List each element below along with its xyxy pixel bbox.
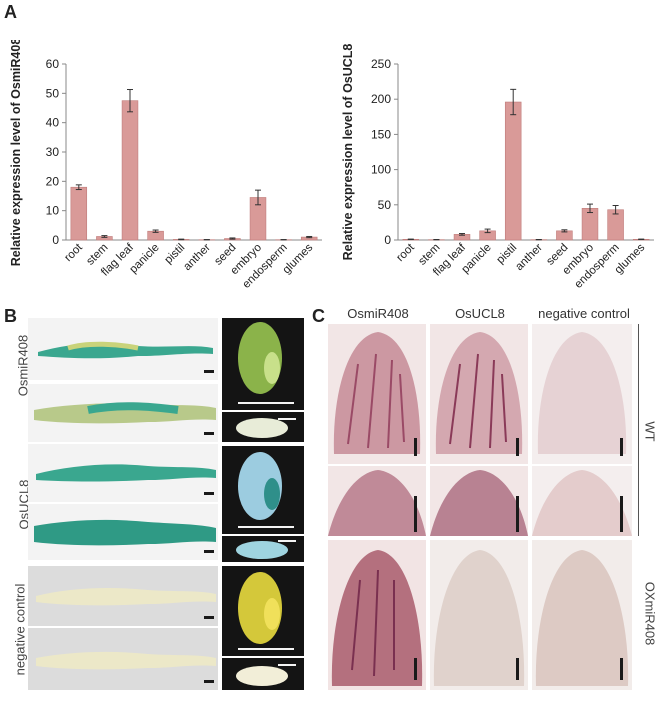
osucl8-ylabel: Relative expression level of OsUCL8 [341, 44, 355, 261]
osmir408-ytick-label: 60 [46, 57, 60, 71]
osucl8-ytick-label: 100 [371, 163, 391, 177]
section-wt-osucl8-1 [430, 324, 528, 464]
floret-photo-negative-control [222, 566, 304, 656]
osmir408-ytick-label: 20 [46, 174, 60, 188]
section-ox-osucl8 [430, 540, 528, 690]
osucl8-ytick-label: 50 [378, 198, 392, 212]
osmir408-bar-root [70, 186, 88, 241]
section-wt-negative-control-2 [532, 466, 632, 536]
osucl8-errorbar-flag-leaf [459, 233, 465, 236]
section-wt-negative-control-1 [532, 324, 632, 464]
osmir408-errorbar-glumes [306, 235, 313, 239]
chart-osmir408-expression: 0 10 20 30 40 50 60 Relative expression level o… [9, 40, 322, 291]
panel-a-letter: A [4, 2, 17, 22]
osmir408-errorbar-stem [101, 235, 108, 238]
panicle-photo-osmir408-2 [28, 384, 218, 442]
osmir408-ytick-label: 0 [52, 233, 59, 247]
chart-osucl8-expression: 0 50 100 150 200 250 Relative expression level… [341, 44, 654, 291]
panicle-photo-negative-control-2 [28, 628, 218, 690]
osmir408-errorbar-pistil [178, 238, 185, 241]
panel-c-row-label-oxmir408: OXmiR408 [642, 581, 658, 646]
osucl8-ytick-label: 0 [384, 233, 391, 247]
osmir408-axes [65, 64, 322, 241]
osmir408-xtick-label: root [62, 241, 85, 264]
panel-c-row-label-wt: WT [642, 421, 658, 442]
osucl8-errorbar-endosperm [612, 205, 619, 215]
osucl8-errorbar-embryo [587, 203, 593, 214]
floret-photo-osucl8 [222, 446, 304, 534]
floret-photo-osmir408 [222, 318, 304, 410]
section-ox-negative-control [532, 540, 632, 690]
osmir408-ytick-label: 50 [46, 86, 60, 100]
panel-c-col-title-negative-control: negative control [538, 306, 630, 321]
osucl8-ytick-label: 200 [371, 92, 391, 106]
osucl8-ytick-label: 250 [371, 57, 391, 71]
osmir408-errorbar-root [75, 184, 82, 191]
panel-c-col-title-osmir408: OsmiR408 [347, 306, 409, 321]
osmir408-ylabel: Relative expression level of OsmiR408 [9, 40, 23, 266]
section-wt-osmir408-1 [328, 324, 426, 464]
osucl8-xtick-label: anther [513, 242, 545, 274]
seed-photo-osmir408 [222, 412, 304, 442]
osmir408-xtick-label: anther [181, 242, 213, 274]
osucl8-bar-embryo [581, 208, 599, 241]
osucl8-bar-pistil [504, 101, 522, 241]
osucl8-errorbar-seed [561, 229, 568, 233]
panicle-photo-negative-control-1 [28, 566, 218, 626]
seed-photo-negative-control [222, 658, 304, 690]
panel-b-row-label-negative-control: negative control [12, 583, 28, 676]
wt-bracket-line [638, 324, 639, 536]
osucl8-ytick-label: 150 [371, 127, 391, 141]
osmir408-errorbar-seed [229, 237, 236, 240]
osmir408-ytick-label: 30 [46, 145, 60, 159]
osmir408-ytick-label: 10 [46, 204, 60, 218]
section-ox-osmir408 [328, 540, 426, 690]
panicle-photo-osucl8-1 [28, 444, 218, 502]
osucl8-errorbar-pistil [510, 88, 517, 116]
section-wt-osmir408-2 [328, 466, 426, 536]
osmir408-errorbar-embryo [255, 189, 261, 206]
panel-c-letter: C [312, 306, 325, 326]
osucl8-errorbar-panicle [484, 228, 491, 234]
seed-photo-osucl8 [222, 536, 304, 562]
section-wt-osucl8-2 [430, 466, 528, 536]
osmir408-bar-flag-leaf [121, 100, 139, 241]
osucl8-xtick-label: root [394, 241, 417, 264]
osmir408-errorbar-flag-leaf [127, 89, 133, 113]
panicle-photo-osucl8-2 [28, 504, 218, 560]
osmir408-ytick-label: 40 [46, 116, 60, 130]
panicle-photo-osmir408-1 [28, 318, 218, 380]
panel-b-letter: B [4, 306, 17, 326]
osmir408-errorbar-panicle [152, 229, 159, 233]
panel-c-col-title-osucl8: OsUCL8 [455, 306, 505, 321]
